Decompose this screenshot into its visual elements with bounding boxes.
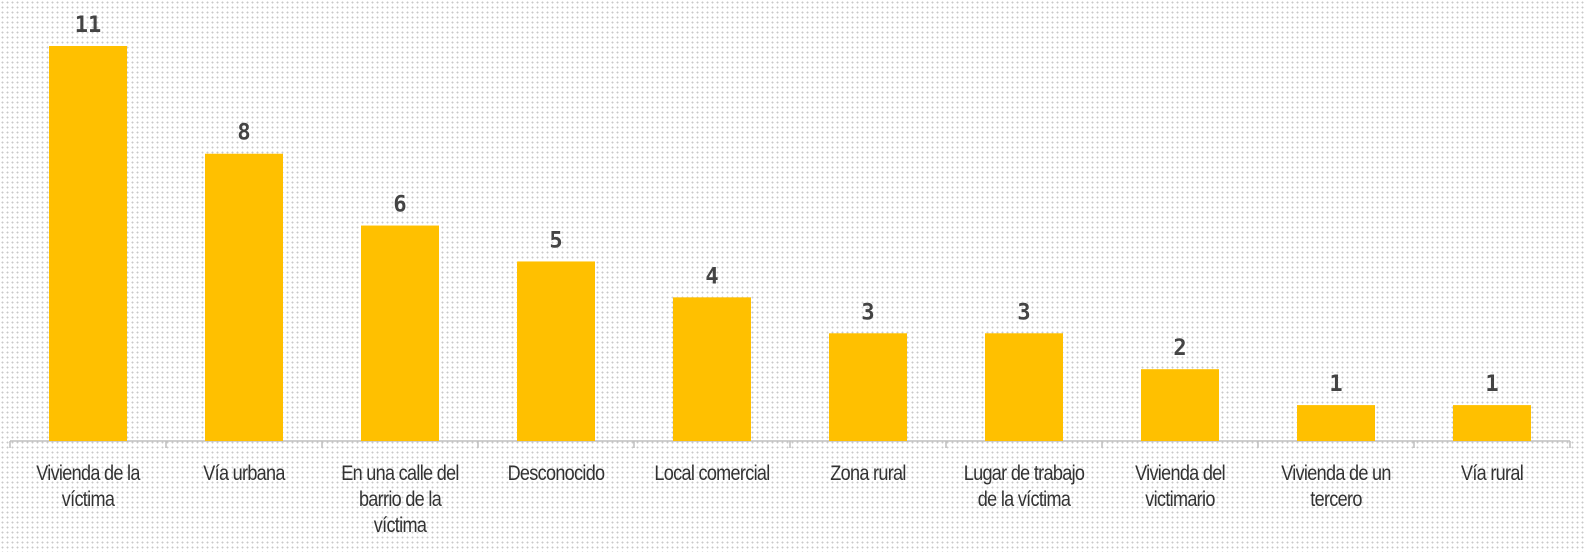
bar bbox=[1453, 405, 1531, 441]
x-tick-label: En una calle del barrio de la víctima bbox=[341, 462, 459, 537]
value-label: 11 bbox=[75, 13, 102, 38]
value-label: 4 bbox=[705, 264, 718, 289]
x-tick-label: Vía rural bbox=[1460, 462, 1524, 485]
x-tick-label: Vía urbana bbox=[203, 462, 285, 485]
x-tick-label: Vivienda de un tercero bbox=[1281, 462, 1391, 511]
bar bbox=[49, 46, 127, 441]
x-tick-label: Local comercial bbox=[654, 462, 770, 485]
value-label: 3 bbox=[1017, 300, 1030, 325]
x-tick-label: Vivienda del victimario bbox=[1135, 462, 1226, 511]
bar bbox=[985, 333, 1063, 441]
bar bbox=[829, 333, 907, 441]
value-label: 8 bbox=[237, 121, 250, 146]
bar bbox=[517, 261, 595, 441]
bar bbox=[361, 225, 439, 441]
bar bbox=[1141, 369, 1219, 441]
value-label: 2 bbox=[1173, 336, 1186, 361]
x-tick-label: Zona rural bbox=[830, 462, 906, 485]
value-label: 1 bbox=[1329, 372, 1342, 397]
value-label: 1 bbox=[1485, 372, 1498, 397]
bar bbox=[205, 153, 283, 441]
bar bbox=[673, 297, 751, 441]
x-tick-label: Desconocido bbox=[507, 462, 606, 485]
bar bbox=[1297, 405, 1375, 441]
x-tick-label: Lugar de trabajo de la víctima bbox=[963, 462, 1085, 511]
x-tick-label: Vivienda de la víctima bbox=[36, 462, 140, 511]
value-label: 6 bbox=[393, 193, 406, 218]
value-label: 3 bbox=[861, 300, 874, 325]
value-label: 5 bbox=[549, 228, 562, 253]
